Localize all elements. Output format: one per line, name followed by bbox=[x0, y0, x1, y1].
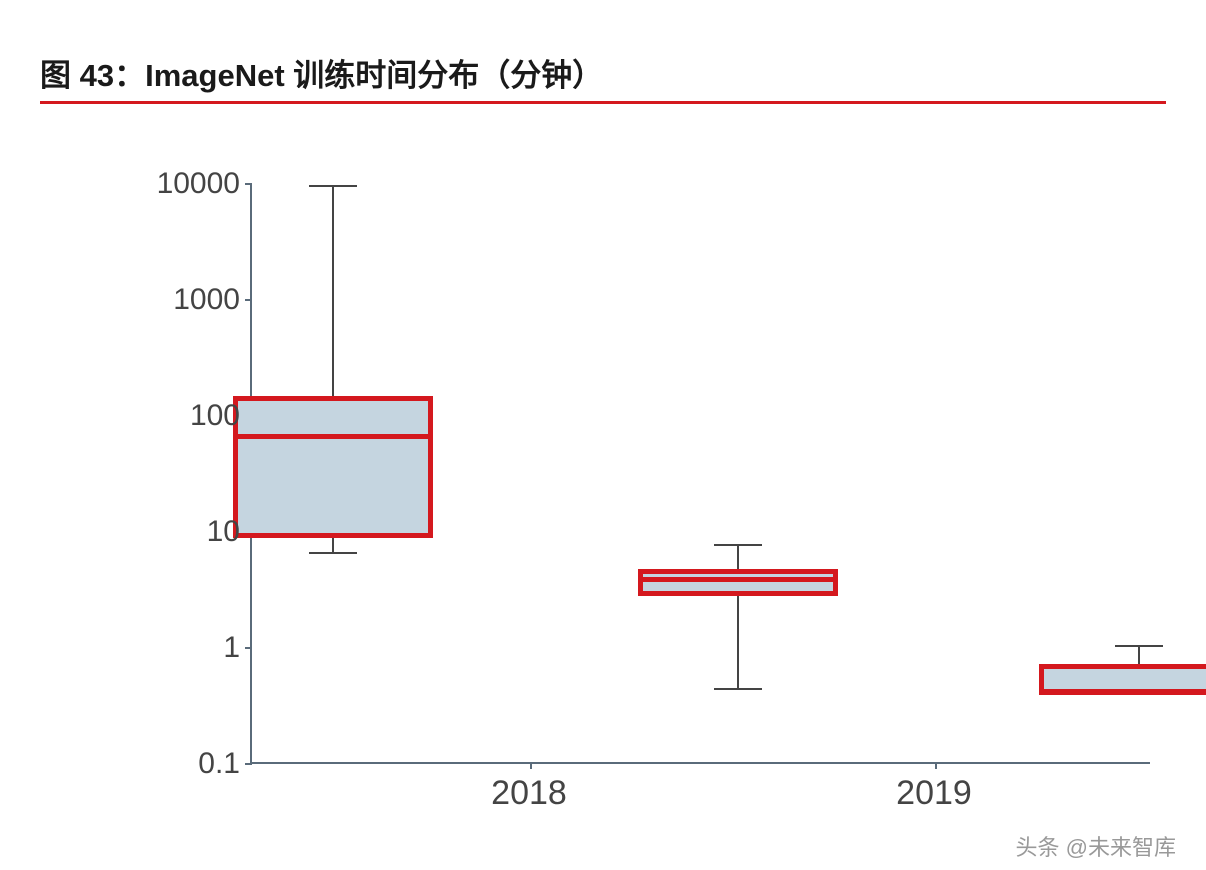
median-line bbox=[1039, 690, 1206, 695]
chart-title: 图 43：ImageNet 训练时间分布（分钟） bbox=[40, 50, 1166, 95]
y-tick-mark bbox=[245, 299, 252, 301]
y-tick-mark bbox=[245, 647, 252, 649]
whisker-upper bbox=[1138, 646, 1140, 665]
y-tick-label: 10 bbox=[120, 515, 240, 549]
x-tick-mark bbox=[935, 762, 937, 769]
x-tick-mark bbox=[530, 762, 532, 769]
y-tick-mark bbox=[245, 183, 252, 185]
whisker-cap-upper bbox=[309, 185, 357, 187]
plot-region bbox=[250, 184, 1150, 764]
y-tick-label: 0.1 bbox=[120, 747, 240, 781]
whisker-cap-upper bbox=[714, 544, 762, 546]
chart-area: 0.1 1 10 100 1000 10000 2018 2019 bbox=[60, 134, 1160, 814]
whisker-lower bbox=[737, 596, 739, 689]
whisker-lower bbox=[332, 538, 334, 553]
x-tick-label: 2018 bbox=[491, 774, 567, 813]
whisker-cap-lower bbox=[714, 688, 762, 690]
chart-title-section: 图 43：ImageNet 训练时间分布（分钟） bbox=[40, 50, 1166, 104]
y-tick-label: 1 bbox=[120, 631, 240, 665]
y-tick-label: 1000 bbox=[120, 283, 240, 317]
y-tick-label: 100 bbox=[120, 399, 240, 433]
y-tick-label: 10000 bbox=[120, 167, 240, 201]
median-line bbox=[638, 577, 838, 582]
boxplot-box bbox=[233, 396, 433, 538]
whisker-upper bbox=[737, 545, 739, 569]
whisker-cap-lower bbox=[309, 552, 357, 554]
watermark: 头条 @未来智库 bbox=[1016, 830, 1176, 862]
boxplot-box bbox=[638, 569, 838, 596]
x-tick-label: 2019 bbox=[896, 774, 972, 813]
whisker-cap-upper bbox=[1115, 645, 1163, 647]
whisker-upper bbox=[332, 186, 334, 396]
median-line bbox=[233, 434, 433, 439]
y-tick-mark bbox=[245, 763, 252, 765]
